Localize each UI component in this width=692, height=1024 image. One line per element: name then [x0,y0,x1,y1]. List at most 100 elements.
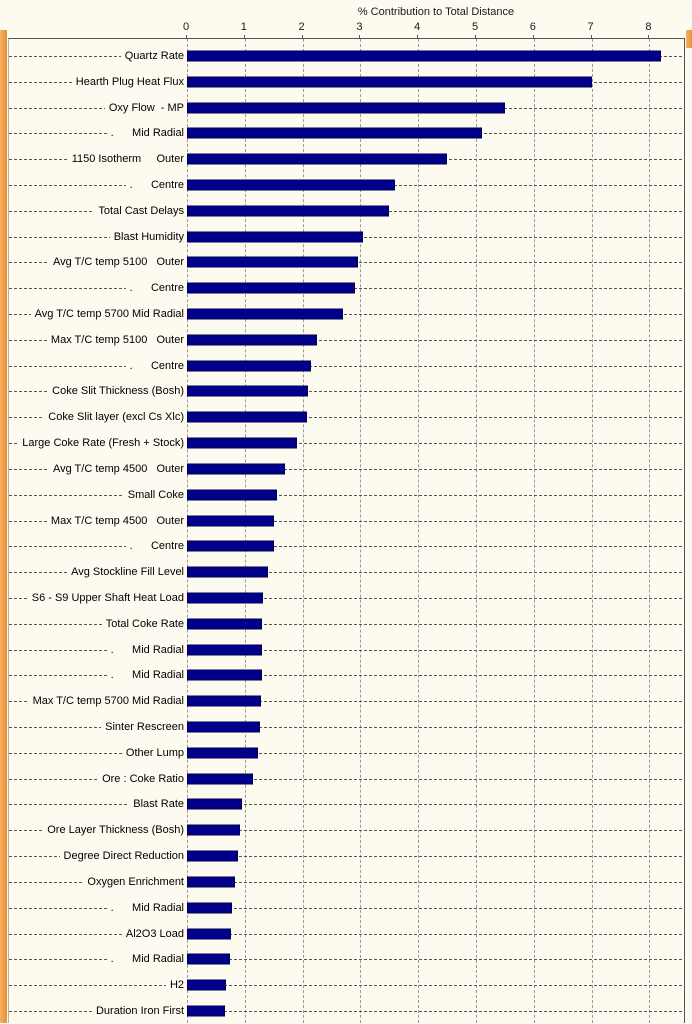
chart-row: Total Cast Delays [9,198,684,224]
row-label: H2 [9,972,187,998]
row-leader-line [9,417,682,419]
bar [187,592,264,604]
x-tick-label: 7 [587,21,594,33]
row-label: Degree Direct Reduction [9,843,187,869]
bar [187,953,230,965]
bar [187,334,318,346]
row-label-text: Large Coke Rate (Fresh + Stock) [18,436,187,451]
x-tick-mark [243,35,245,39]
chart-row: Max T/C temp 5700 Mid Radial [9,688,684,714]
x-tick-mark [532,35,534,39]
chart-row: Ore : Coke Ratio [9,766,684,792]
chart-row: Avg T/C temp 5700 Mid Radial [9,301,684,327]
chart-row: Blast Rate [9,792,684,818]
row-leader-line [9,727,682,729]
x-tick-label: 1 [240,21,247,33]
row-label: Oxygen Enrichment [9,869,187,895]
chart-row: Avg T/C temp 4500 Outer [9,456,684,482]
bar [187,153,448,165]
row-label-text: Blast Rate [129,797,187,812]
chart-row: Hearth Plug Heat Flux [9,69,684,95]
x-tick-label: 6 [529,21,536,33]
bar [187,127,482,139]
row-leader-line [9,546,682,548]
row-leader-line [9,856,682,858]
row-label-text: . Centre [125,358,187,373]
plot-frame: Quartz Rate Hearth Plug Heat Flux Oxy Flow… [8,38,685,1023]
bar [187,205,390,217]
row-label: . Mid Radial [9,895,187,921]
chart-row: Blast Humidity [9,224,684,250]
row-label-text: Duration Iron First [91,1003,187,1018]
bar [187,256,358,268]
chart-row: Oxygen Enrichment [9,869,684,895]
row-label-text: . Mid Radial [106,952,187,967]
row-leader-line [9,520,682,522]
gridline [476,39,477,1023]
row-leader-line [9,804,682,806]
row-label-text: Degree Direct Reduction [59,849,187,864]
row-leader-line [9,830,682,832]
row-label-text: Avg T/C temp 4500 Outer [48,461,187,476]
x-tick-mark [359,35,361,39]
row-label: Total Cast Delays [9,198,187,224]
row-label: Coke Slit layer (excl Cs Xlc) [9,404,187,430]
x-tick-label: 2 [298,21,305,33]
row-leader-line [9,778,682,780]
chart-row: . Mid Radial [9,663,684,689]
row-leader-line [9,391,682,393]
chart-row: Max T/C temp 5100 Outer [9,327,684,353]
chart-row: S6 - S9 Upper Shaft Heat Load [9,585,684,611]
x-tick-mark [590,35,592,39]
row-label: . Mid Radial [9,663,187,689]
x-tick-label: 0 [182,21,190,33]
gridline [591,39,593,1023]
row-label-text: Oxygen Enrichment [83,874,187,889]
chart-row: Small Coke [9,482,684,508]
row-leader-line [9,701,682,703]
row-label-text: . Mid Radial [106,668,187,683]
row-leader-line [9,1010,682,1012]
bar [187,282,355,294]
row-leader-line [9,494,682,496]
bar [187,824,241,836]
row-label-text: Quartz Rate [120,48,187,63]
bar [187,798,242,810]
chart-row: Oxy Flow - MP [9,95,684,121]
chart-row: . Mid Radial [9,120,684,146]
row-label-text: Max T/C temp 4500 Outer [46,513,187,528]
x-tick-label: 5 [471,21,479,33]
row-label-text: Max T/C temp 5700 Mid Radial [28,694,187,709]
gridline [360,39,362,1023]
row-label-text: . Centre [125,177,187,192]
row-label: Max T/C temp 4500 Outer [9,508,187,534]
bar [187,76,592,88]
x-tick-mark [475,35,476,39]
row-label-text: Small Coke [123,487,187,502]
bar [187,721,260,733]
row-label: Avg T/C temp 5100 Outer [9,250,187,276]
row-label: Coke Slit Thickness (Bosh) [9,379,187,405]
window-border-top-right [686,30,692,48]
row-label: . Mid Radial [9,946,187,972]
row-label: Oxy Flow - MP [9,95,187,121]
row-label: . Centre [9,533,187,559]
row-label: Avg Stockline Fill Level [9,559,187,585]
row-label: Quartz Rate [9,43,187,69]
row-label-text: Total Cast Delays [94,203,187,218]
row-label-text: Avg T/C temp 5100 Outer [48,255,187,270]
row-label-text: Oxy Flow - MP [104,100,187,115]
row-label: . Mid Radial [9,120,187,146]
x-tick-label: 3 [356,21,363,33]
row-label: Max T/C temp 5700 Mid Radial [9,688,187,714]
bar [187,695,261,707]
row-label: Avg T/C temp 4500 Outer [9,456,187,482]
row-label-text: Al2O3 Load [121,926,187,941]
bar [187,50,661,62]
row-leader-line [9,675,682,677]
bar [187,1005,225,1017]
bar [187,360,312,372]
x-tick-mark [301,35,303,39]
gridline [533,39,535,1023]
